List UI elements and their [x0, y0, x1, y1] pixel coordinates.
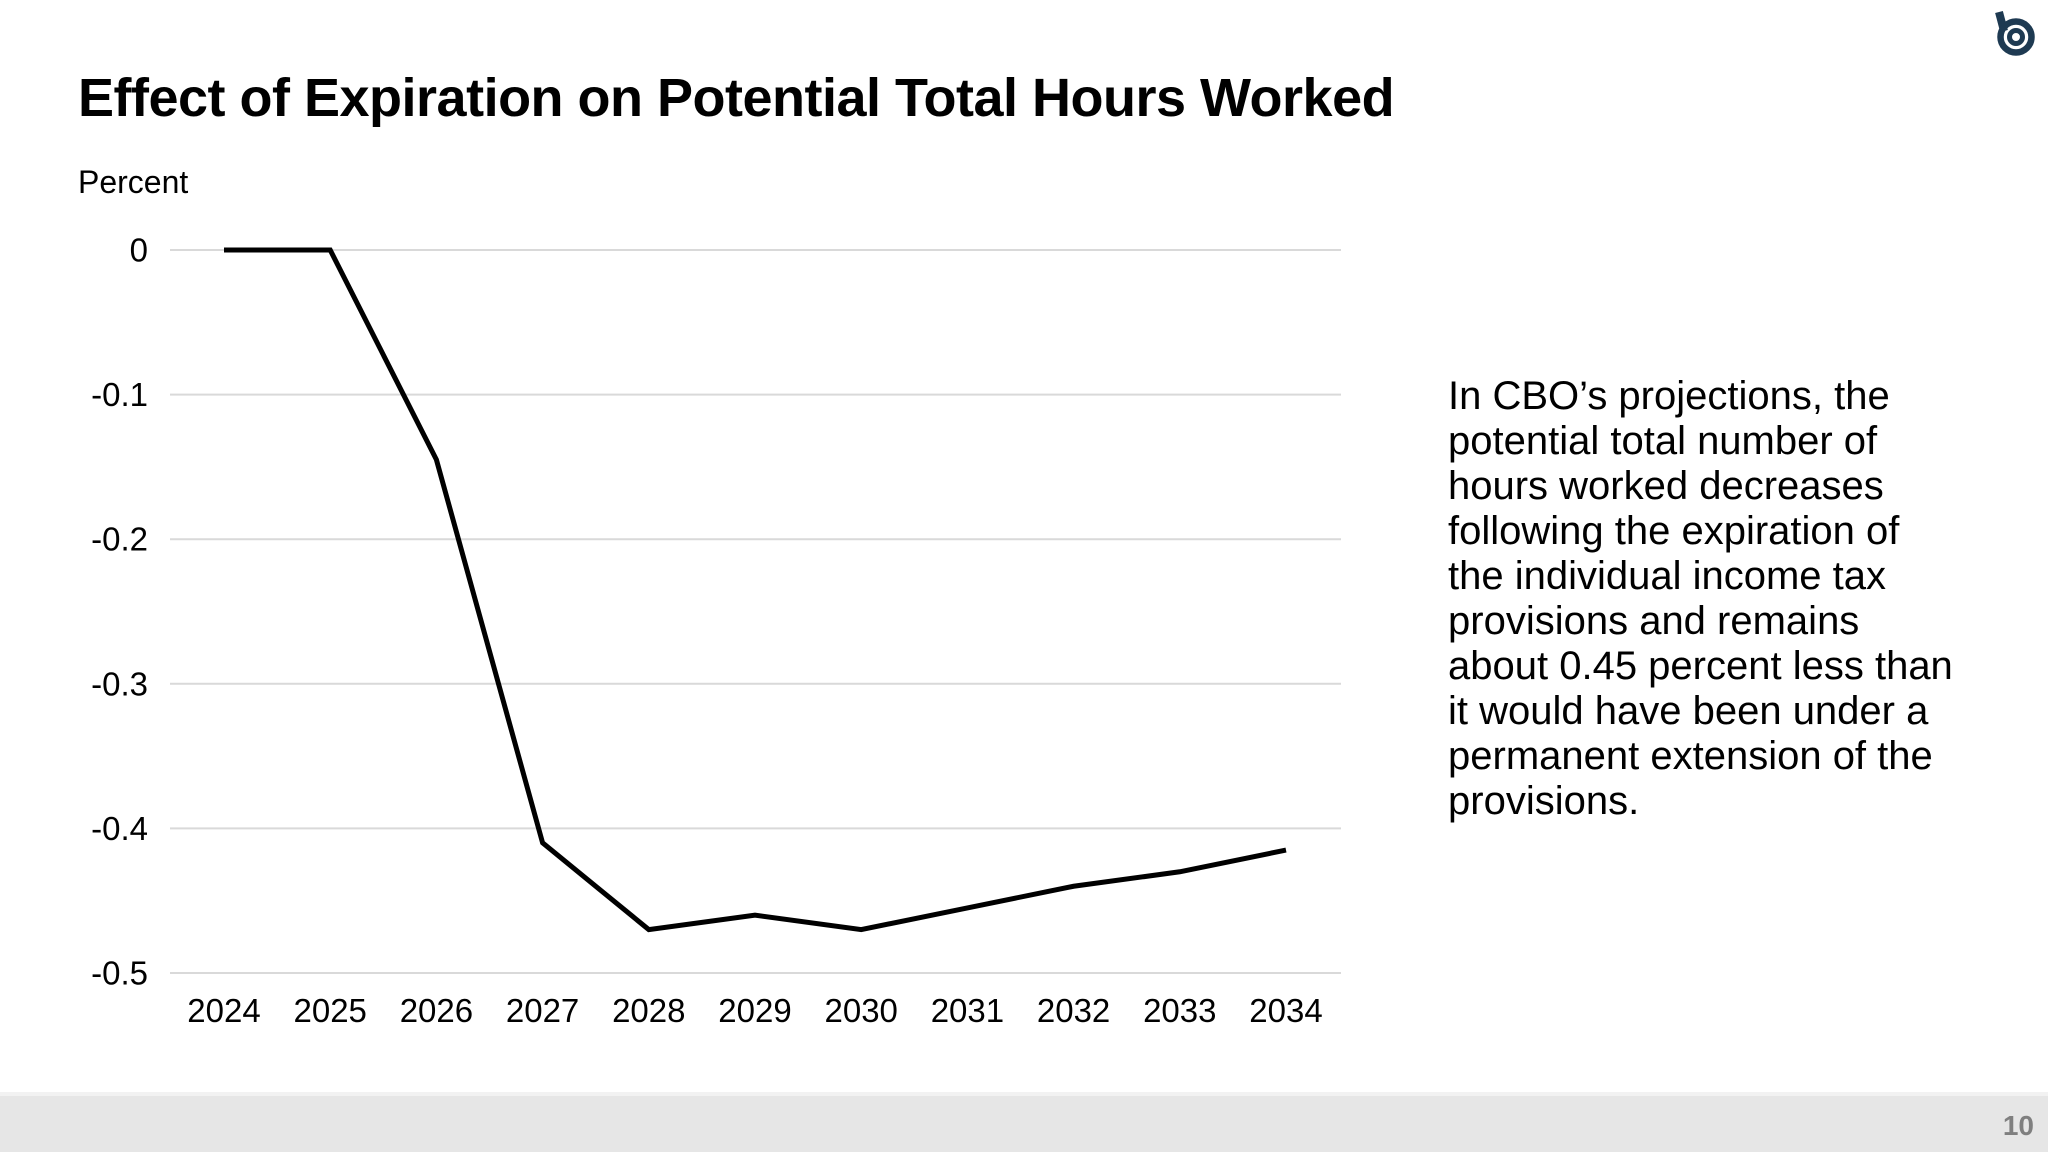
x-tick-label: 2034 [1249, 992, 1322, 1029]
y-axis-unit-label: Percent [78, 164, 189, 200]
x-tick-label: 2027 [506, 992, 579, 1029]
page-number: 10 [2002, 1110, 2034, 1141]
y-tick-label: -0.5 [91, 955, 148, 992]
footer-bar: 10 [0, 1092, 2048, 1152]
y-tick-label: -0.3 [91, 665, 148, 702]
x-tick-label: 2024 [187, 992, 260, 1029]
x-tick-label: 2032 [1037, 992, 1110, 1029]
x-tick-label: 2029 [718, 992, 791, 1029]
y-tick-label: 0 [130, 232, 148, 269]
x-tick-label: 2025 [293, 992, 366, 1029]
y-tick-label: -0.1 [91, 376, 148, 413]
x-tick-label: 2031 [931, 992, 1004, 1029]
data-line [224, 247, 1287, 933]
x-tick-label: 2026 [400, 992, 473, 1029]
cbo-logo-icon [1995, 10, 2035, 56]
chart-annotation-text: In CBO’s projections, the potential tota… [1448, 374, 1953, 823]
page-title: Effect of Expiration on Potential Total … [78, 68, 1395, 128]
x-tick-label: 2028 [612, 992, 685, 1029]
x-tick-label: 2030 [824, 992, 897, 1029]
x-tick-label: 2033 [1143, 992, 1216, 1029]
y-tick-label: -0.2 [91, 521, 148, 558]
y-tick-label: -0.4 [91, 810, 148, 847]
